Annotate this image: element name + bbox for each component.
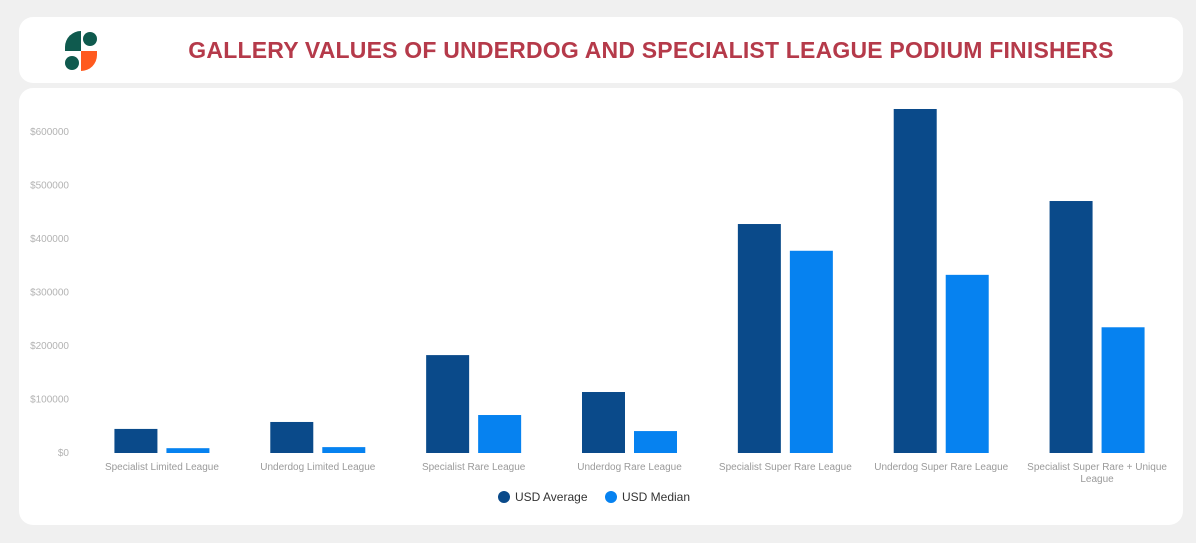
x-tick-label: Specialist Super Rare + Unique: [1027, 462, 1167, 473]
bar-average[interactable]: [426, 355, 470, 453]
x-tick-label: Specialist Limited League: [105, 462, 219, 473]
bar-median[interactable]: [945, 274, 989, 453]
bar-median[interactable]: [789, 250, 833, 453]
bar-median[interactable]: [322, 447, 366, 453]
bar-average[interactable]: [270, 421, 314, 453]
y-tick-label: $400000: [30, 234, 69, 245]
y-tick-label: $0: [58, 448, 70, 459]
legend-label: USD Average: [515, 490, 588, 504]
x-tick-label: Underdog Super Rare League: [874, 462, 1008, 473]
chart-card: $0 $100000 $200000 $300000 $400000 $500000 $60…: [19, 88, 1183, 525]
x-tick-label: Specialist Rare League: [422, 462, 526, 473]
y-tick-label: $500000: [30, 181, 69, 192]
y-tick-label: $200000: [30, 341, 69, 352]
y-tick-label: $600000: [30, 127, 69, 138]
y-tick-label: $100000: [30, 395, 69, 406]
legend-marker: [498, 491, 510, 503]
bar-median[interactable]: [478, 415, 522, 453]
x-tick-label: League: [1080, 474, 1114, 485]
brand-s-logo-icon: [65, 31, 97, 71]
bar-average[interactable]: [582, 392, 625, 453]
bar-chart: $0 $100000 $200000 $300000 $400000 $500000 $60…: [30, 108, 1167, 504]
bar-median[interactable]: [1101, 327, 1145, 453]
bar-average[interactable]: [893, 108, 937, 454]
y-tick-label: $300000: [30, 288, 69, 299]
x-tick-label: Underdog Rare League: [577, 462, 682, 473]
x-tick-label: Underdog Limited League: [260, 462, 376, 473]
legend-marker: [605, 491, 617, 503]
bar-median[interactable]: [166, 448, 210, 453]
legend-label: USD Median: [622, 490, 690, 504]
bar-average[interactable]: [737, 224, 781, 453]
bar-average[interactable]: [114, 428, 158, 453]
bar-median[interactable]: [634, 431, 677, 453]
page-title: Gallery Values of Underdog and Specialis…: [188, 36, 1114, 63]
x-tick-label: Specialist Super Rare League: [719, 462, 852, 473]
header-card: Gallery Values of Underdog and Specialis…: [19, 17, 1183, 83]
bar-average[interactable]: [1049, 201, 1093, 453]
